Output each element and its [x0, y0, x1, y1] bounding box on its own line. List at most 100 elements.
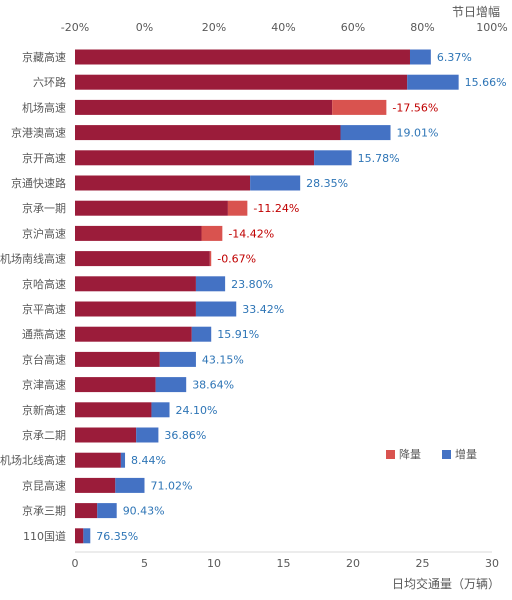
bottom-axis-tick-label: 30 — [485, 557, 499, 570]
bar-base — [75, 326, 192, 342]
bar-decrease — [209, 251, 212, 267]
category-label: 机场北线高速 — [0, 453, 66, 467]
bar-increase — [83, 528, 91, 544]
change-data-label: 28.35% — [306, 177, 348, 190]
change-data-label: 15.78% — [358, 152, 400, 165]
bar-increase — [195, 276, 226, 292]
top-axis-tick-label: 0% — [136, 21, 153, 34]
bar-base — [75, 74, 408, 90]
category-label: 京沪高速 — [22, 226, 66, 240]
bar-decrease — [201, 225, 223, 241]
bar-increase — [120, 452, 126, 468]
change-data-label: 23.80% — [231, 278, 273, 291]
change-data-label: -0.67% — [217, 253, 256, 266]
bottom-axis-tick-label: 20 — [346, 557, 360, 570]
category-label: 六环路 — [33, 76, 66, 89]
legend-label: 增量 — [455, 447, 477, 461]
bar-base — [75, 225, 202, 241]
category-label: 机场高速 — [22, 100, 66, 114]
change-data-label: 15.91% — [217, 328, 259, 341]
bar-increase — [97, 503, 117, 519]
bottom-axis-tick-label: 0 — [72, 557, 79, 570]
category-label: 通燕高速 — [22, 327, 66, 341]
category-label: 京通快速路 — [11, 176, 66, 190]
category-label: 京开高速 — [22, 151, 66, 165]
change-data-label: -17.56% — [392, 101, 438, 114]
top-axis-tick-label: 60% — [341, 21, 365, 34]
bar-increase — [250, 175, 301, 191]
category-label: 京平高速 — [22, 302, 66, 316]
bottom-axis-tick-label: 10 — [207, 557, 221, 570]
bar-base — [75, 175, 251, 191]
legend-swatch — [442, 450, 451, 459]
bottom-axis-tick-label: 5 — [141, 557, 148, 570]
category-label: 京港澳高速 — [11, 126, 66, 140]
bar-increase — [159, 351, 196, 367]
change-data-label: 15.66% — [465, 76, 507, 89]
bar-base — [75, 125, 341, 141]
bar-increase — [151, 402, 170, 418]
bar-base — [75, 503, 98, 519]
bar-base — [75, 377, 156, 393]
top-axis-tick-label: -20% — [61, 21, 89, 34]
change-data-label: 24.10% — [176, 404, 218, 417]
top-axis-title: 节日增幅 — [452, 4, 500, 19]
category-label: 京新高速 — [22, 403, 66, 417]
top-axis-tick-label: 100% — [476, 21, 507, 34]
category-label: 京津高速 — [22, 378, 66, 392]
bar-base — [75, 200, 228, 216]
bar-base — [75, 427, 137, 443]
change-data-label: -14.42% — [228, 227, 274, 240]
change-data-label: 19.01% — [397, 127, 439, 140]
bar-increase — [155, 377, 187, 393]
bar-base — [75, 251, 210, 267]
bar-increase — [191, 326, 212, 342]
top-axis-tick-label: 80% — [410, 21, 434, 34]
bar-increase — [136, 427, 159, 443]
top-axis-tick-label: 40% — [271, 21, 295, 34]
category-label: 京承一期 — [22, 201, 66, 215]
category-label: 110国道 — [23, 529, 66, 543]
legend-label: 降量 — [399, 447, 421, 461]
bar-base — [75, 528, 84, 544]
change-data-label: 71.02% — [151, 479, 193, 492]
bar-increase — [195, 301, 237, 317]
legend-swatch — [386, 450, 395, 459]
category-label: 机场南线高速 — [0, 252, 66, 266]
bottom-axis-tick-label: 25 — [416, 557, 430, 570]
change-data-label: 6.37% — [437, 51, 472, 64]
category-label: 京承三期 — [22, 504, 66, 518]
change-data-label: 36.86% — [164, 429, 206, 442]
bar-decrease — [332, 99, 387, 115]
bar-base — [75, 150, 315, 166]
bar-increase — [407, 74, 459, 90]
change-data-label: -11.24% — [253, 202, 299, 215]
bar-base — [75, 301, 196, 317]
bottom-axis-title: 日均交通量（万辆） — [392, 576, 500, 591]
category-label: 京承二期 — [22, 428, 66, 442]
bar-base — [75, 99, 333, 115]
bar-base — [75, 49, 410, 65]
bar-increase — [340, 125, 391, 141]
category-label: 京台高速 — [22, 352, 66, 366]
change-data-label: 43.15% — [202, 353, 244, 366]
bar-base — [75, 276, 196, 292]
bar-increase — [409, 49, 431, 65]
bottom-axis-tick-label: 15 — [277, 557, 291, 570]
bar-base — [75, 351, 160, 367]
change-data-label: 38.64% — [192, 379, 234, 392]
category-label: 京藏高速 — [22, 50, 66, 64]
bar-base — [75, 452, 121, 468]
change-data-label: 8.44% — [131, 454, 166, 467]
category-label: 京哈高速 — [22, 277, 66, 291]
change-data-label: 90.43% — [123, 505, 165, 518]
bar-base — [75, 402, 152, 418]
bar-increase — [314, 150, 352, 166]
category-label: 京昆高速 — [22, 478, 66, 492]
change-data-label: 76.35% — [96, 530, 138, 543]
change-data-label: 33.42% — [242, 303, 284, 316]
bar-increase — [115, 477, 145, 493]
top-axis-tick-label: 20% — [202, 21, 226, 34]
